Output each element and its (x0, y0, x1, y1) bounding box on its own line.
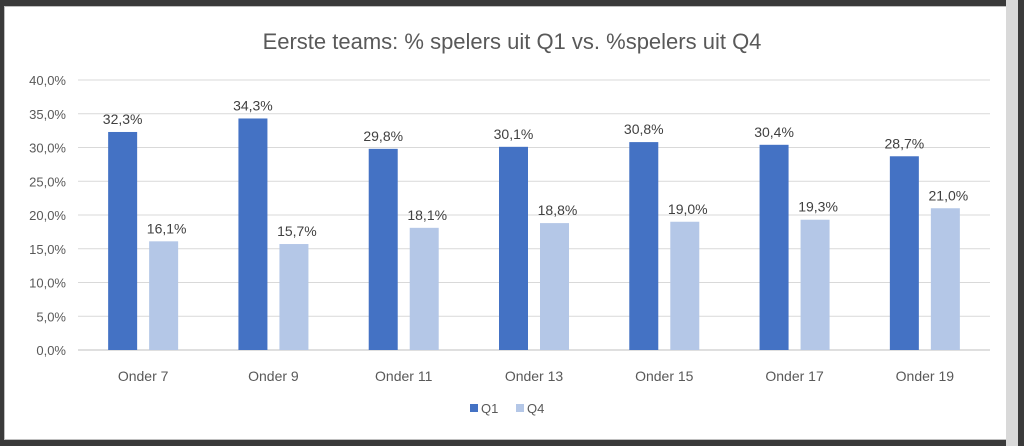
legend[interactable]: Q1 Q4 (470, 401, 544, 416)
x-tick-label: Onder 15 (635, 368, 694, 384)
y-tick-label: 35,0% (29, 107, 66, 122)
x-tick-label: Onder 9 (248, 368, 299, 384)
bar-q1 (108, 131, 138, 350)
data-label: 30,4% (754, 124, 794, 140)
x-tick-label: Onder 19 (896, 368, 955, 384)
data-label: 30,8% (624, 121, 664, 137)
y-tick-label: 10,0% (29, 276, 66, 291)
bar-q4 (409, 227, 439, 350)
legend-label-q4: Q4 (527, 401, 544, 416)
y-tick-label: 25,0% (29, 174, 66, 189)
bar-q1 (629, 142, 659, 350)
data-label: 19,3% (798, 199, 838, 215)
bar-q4 (540, 223, 569, 350)
bar-q4 (279, 244, 309, 350)
bars (108, 118, 960, 350)
bar-q1 (759, 144, 789, 350)
bar-q1 (889, 156, 919, 350)
data-label: 16,1% (147, 220, 187, 236)
data-label: 15,7% (277, 223, 317, 239)
bar-q4 (800, 219, 830, 350)
legend-swatch-q1 (470, 404, 478, 412)
y-tick-label: 40,0% (29, 73, 66, 88)
x-tick-label: Onder 11 (375, 368, 433, 384)
y-tick-label: 15,0% (29, 242, 66, 257)
data-label: 34,3% (233, 97, 273, 113)
bar-q1 (368, 148, 398, 350)
bar-q4 (930, 208, 960, 350)
legend-swatch-q4 (516, 404, 524, 412)
y-tick-label: 20,0% (29, 208, 66, 223)
y-tick-label: 0,0% (36, 343, 66, 358)
data-label: 30,1% (494, 126, 534, 142)
data-label: 18,1% (407, 207, 447, 223)
window-edge (1006, 0, 1018, 446)
bar-q4 (670, 221, 700, 350)
y-axis-ticks: 0,0% 5,0% 10,0% 15,0% 20,0% 25,0% 30,0% 35,0% 40… (29, 73, 66, 358)
x-tick-label: Onder 17 (765, 368, 824, 384)
data-label: 28,7% (885, 135, 925, 151)
y-tick-label: 30,0% (29, 141, 66, 156)
data-labels: 32,3% 16,1% 34,3% 15,7% 29,8% 18,1% 30,1% 18,8%… (103, 97, 968, 239)
x-tick-label: Onder 13 (505, 368, 564, 384)
data-label: 29,8% (363, 128, 403, 144)
bar-q1 (499, 146, 528, 350)
gridlines (78, 79, 990, 351)
bar-q1 (238, 118, 268, 350)
x-tick-label: Onder 7 (118, 368, 169, 384)
bar-q4 (149, 241, 179, 350)
chart-title: Eerste teams: % spelers uit Q1 vs. %spel… (263, 29, 762, 54)
y-tick-label: 5,0% (36, 309, 66, 324)
data-label: 32,3% (103, 111, 143, 127)
data-label: 21,0% (929, 187, 969, 203)
x-axis-ticks: Onder 7 Onder 9 Onder 11 Onder 13 Onder 15 On… (118, 368, 954, 384)
legend-label-q1: Q1 (481, 401, 498, 416)
data-label: 18,8% (538, 202, 578, 218)
data-label: 19,0% (668, 201, 708, 217)
